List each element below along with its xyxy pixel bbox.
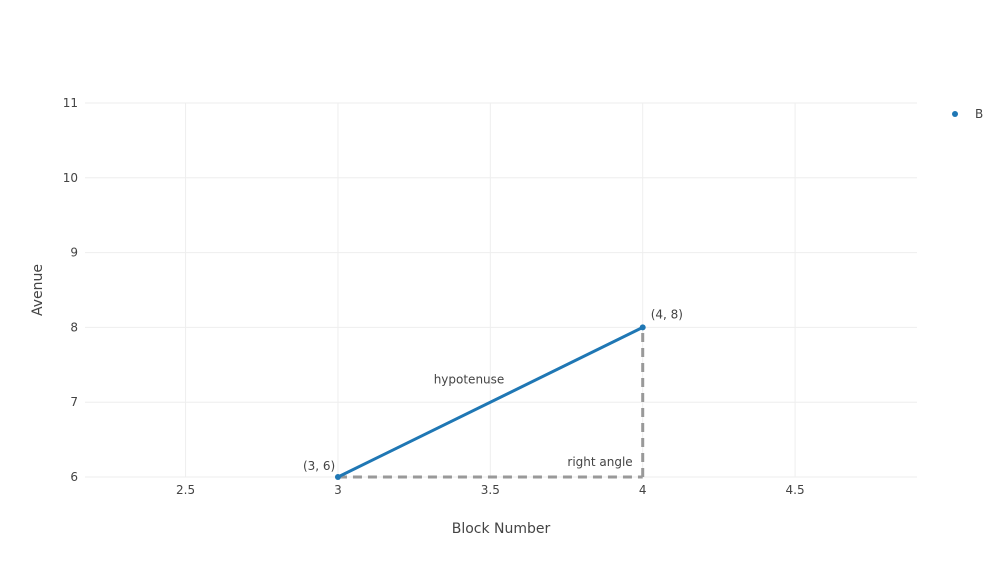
annotation-label: right angle (567, 455, 632, 469)
y-tick-label: 11 (63, 96, 78, 110)
legend-label: B (975, 107, 983, 121)
y-tick-label: 10 (63, 171, 78, 185)
legend-item[interactable]: B (952, 107, 983, 121)
x-tick-label: 4.5 (786, 483, 805, 497)
annotation-label: (4, 8) (651, 307, 683, 321)
data-point (639, 324, 646, 331)
y-tick-label: 9 (70, 246, 78, 260)
y-axis-title: Avenue (30, 264, 46, 316)
x-tick-label: 3 (334, 483, 342, 497)
y-tick-label: 7 (70, 395, 78, 409)
data-point (334, 474, 341, 480)
annotation-label: hypotenuse (434, 373, 505, 387)
grid (85, 102, 917, 478)
annotation-label: (3, 6) (303, 459, 335, 473)
x-tick-label: 4 (639, 483, 647, 497)
legend-marker (952, 111, 958, 117)
guides (337, 327, 645, 479)
y-tick-label: 8 (70, 320, 78, 334)
ticks: 2.5 3 3.5 4 4.5 6 7 8 9 10 11 (63, 96, 805, 497)
x-tick-label: 3.5 (481, 483, 500, 497)
series (334, 324, 646, 480)
legend[interactable]: B (952, 107, 983, 121)
y-tick-label: 6 (70, 470, 78, 484)
x-axis-title: Block Number (452, 521, 551, 537)
annotations: (3, 6) (4, 8) hypotenuse right angle (303, 307, 683, 473)
x-tick-label: 2.5 (176, 483, 195, 497)
series-line (337, 326, 644, 479)
